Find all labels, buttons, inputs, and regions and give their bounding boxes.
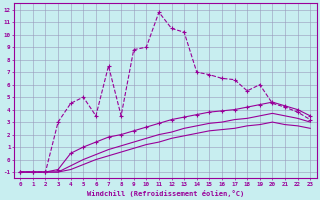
X-axis label: Windchill (Refroidissement éolien,°C): Windchill (Refroidissement éolien,°C)	[87, 190, 244, 197]
